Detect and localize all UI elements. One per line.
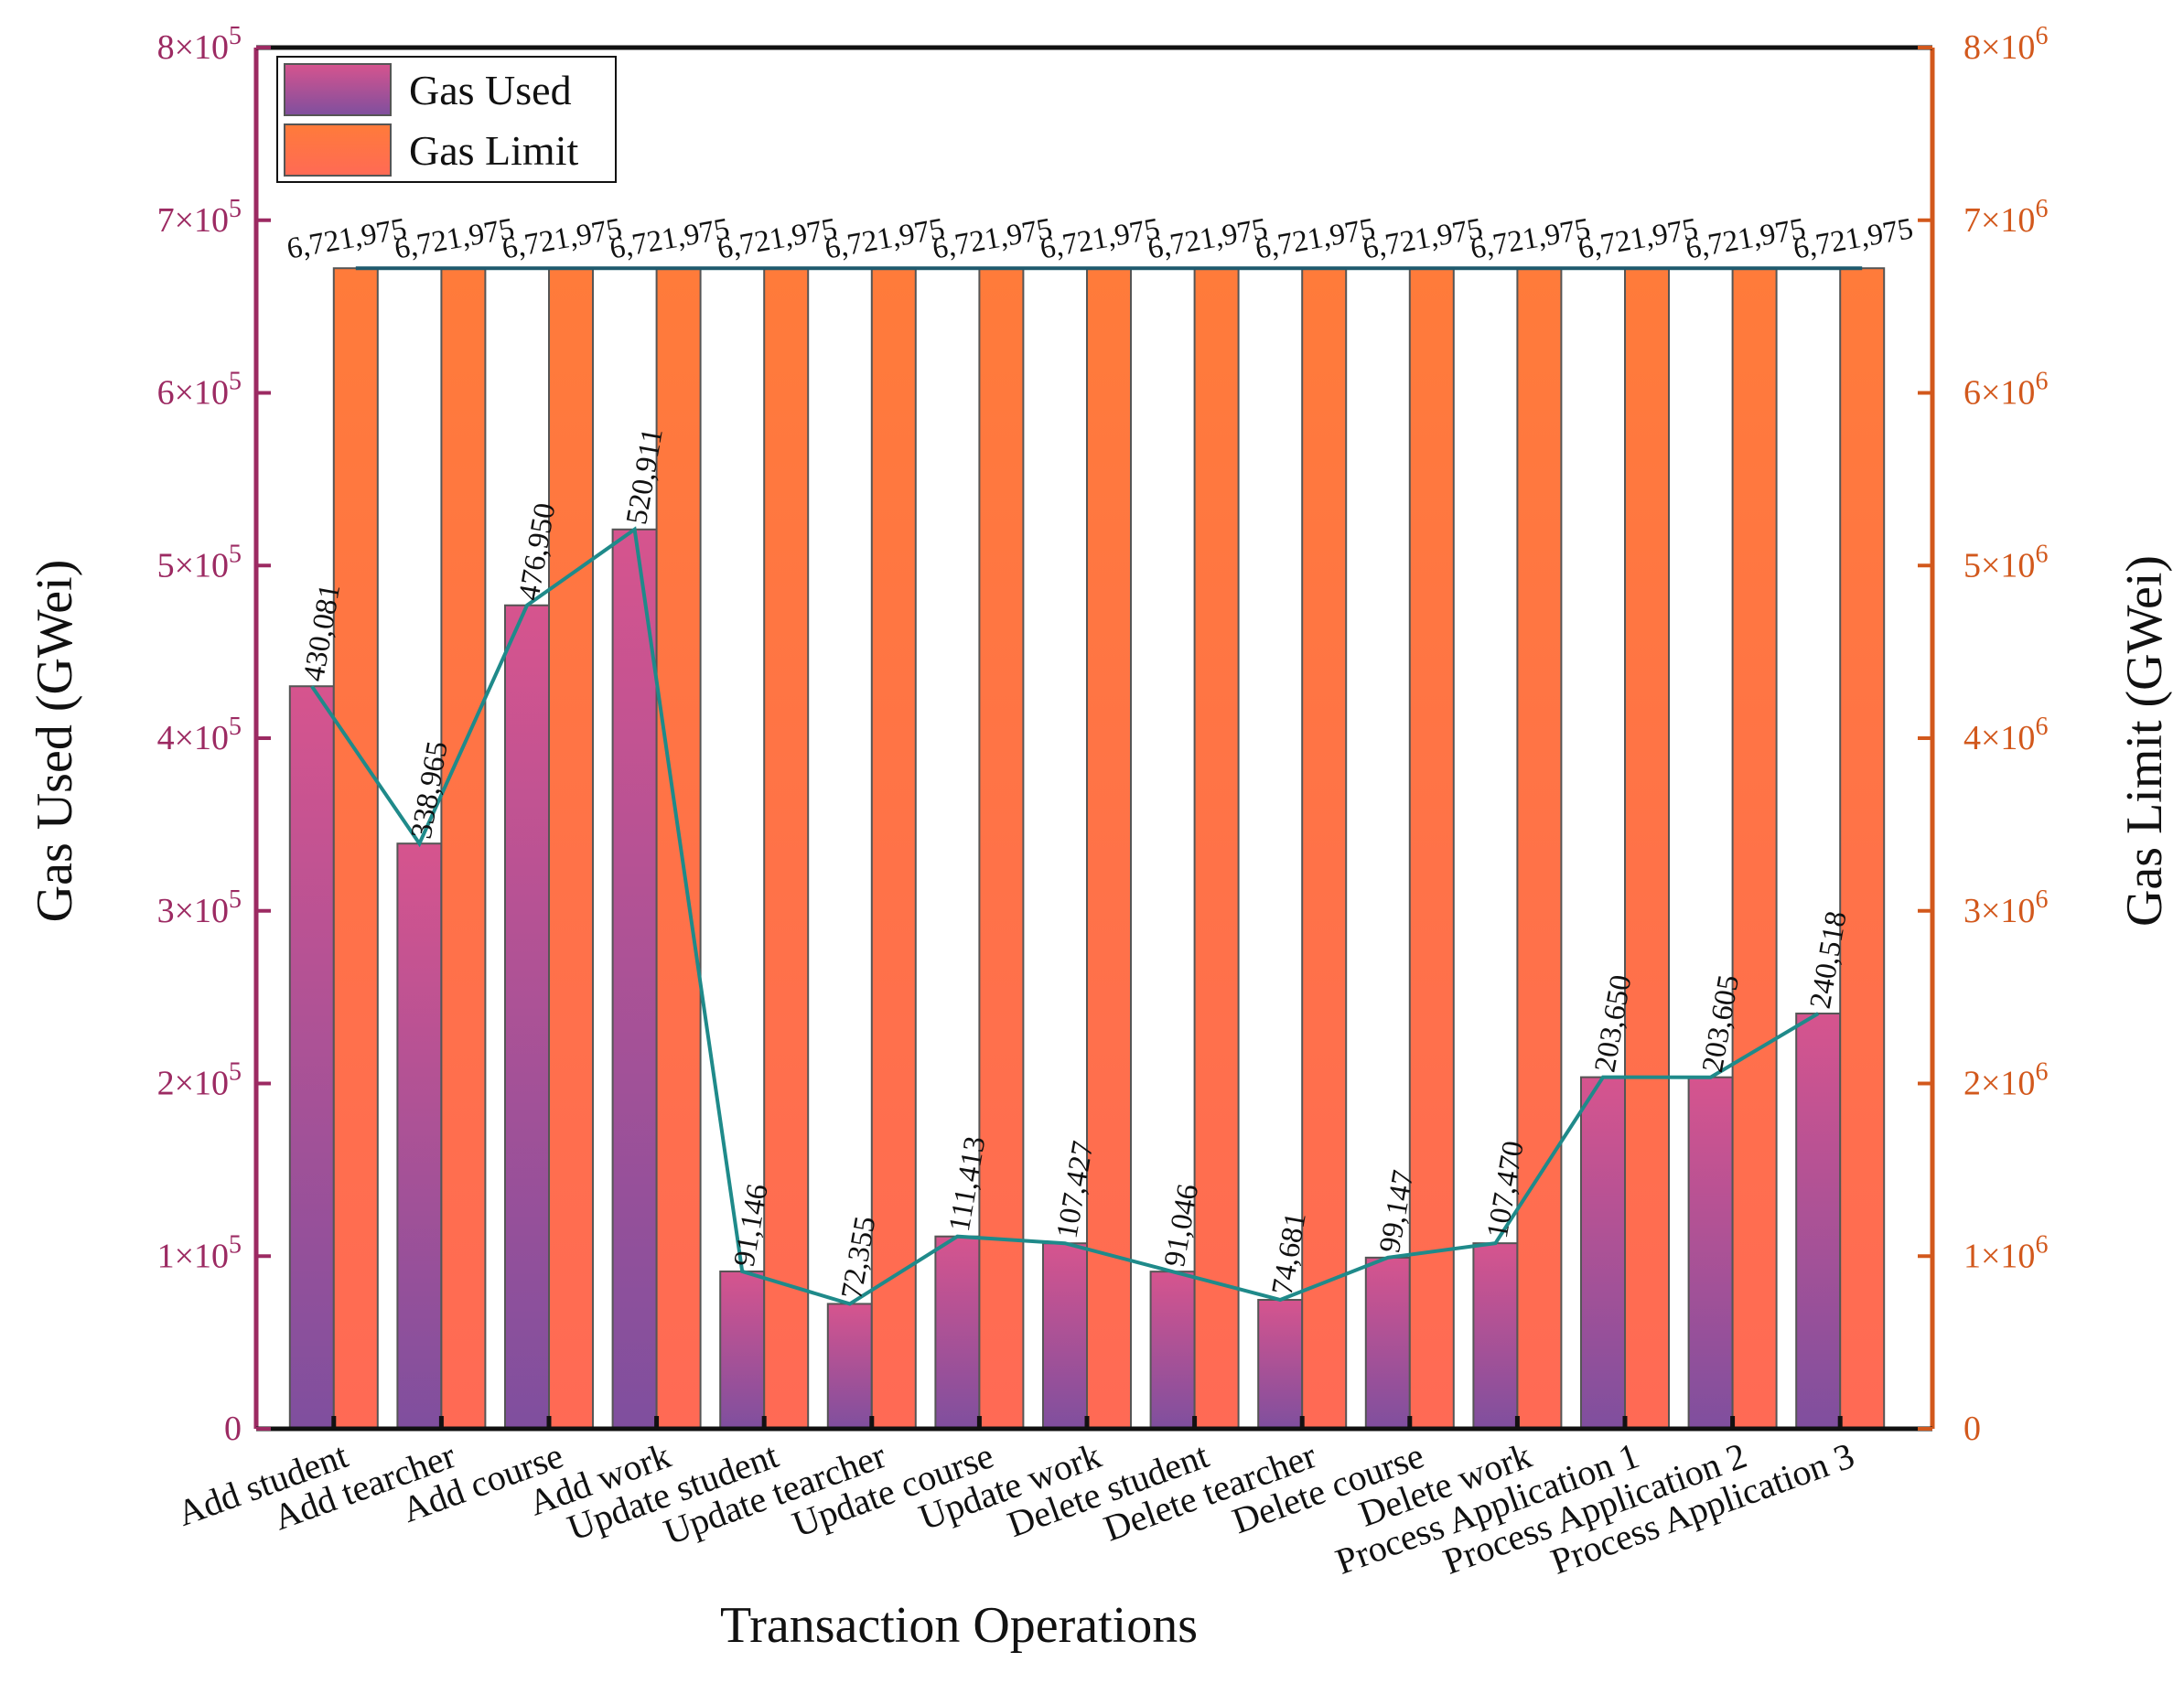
left-tick-label-1: 1×105 (157, 1230, 242, 1275)
bar-gas-used-7 (1042, 1242, 1088, 1431)
data-label-gas-limit-6: 6,721,975 (931, 212, 1055, 265)
bar-gas-limit-11 (1516, 267, 1563, 1431)
left-tick-label-4: 4×105 (157, 713, 242, 757)
left-tick-exponent-3: 5 (229, 885, 242, 914)
legend-swatch-gas-used (284, 63, 392, 116)
left-tick-label-6: 6×105 (157, 368, 242, 413)
bar-gas-used-10 (1364, 1256, 1411, 1430)
right-tick-label-3: 3×106 (1963, 885, 2048, 930)
right-axis-title: Gas Limit (GWei) (2116, 555, 2173, 927)
data-label-gas-limit-13: 6,721,975 (1684, 212, 1808, 265)
bar-gas-limit-5 (870, 267, 917, 1431)
data-label-gas-limit-14: 6,721,975 (1791, 212, 1915, 265)
trend-lines (310, 266, 1863, 1306)
right-axis-ticks: 0 1×106 2×106 3×106 4×106 5×106 6×106 7×106 8×10… (1918, 22, 2048, 1448)
data-label-gas-limit-2: 6,721,975 (500, 212, 624, 265)
data-label-gas-limit-5: 6,721,975 (823, 212, 947, 265)
bar-gas-used-4 (719, 1270, 766, 1430)
bar-gas-used-5 (826, 1303, 873, 1430)
right-tick-label-5: 5×106 (1963, 540, 2048, 585)
bar-gas-used-6 (934, 1235, 981, 1431)
bar-gas-used-3 (611, 528, 658, 1430)
bar-gas-limit-12 (1624, 267, 1670, 1431)
bar-gas-used-13 (1687, 1076, 1734, 1430)
left-axis-ticks: 0 1×105 2×105 3×105 4×105 5×105 6×105 7×105 8×10… (157, 22, 271, 1448)
left-tick-label-7: 7×105 (157, 195, 242, 240)
right-tick-label-0: 0 (1963, 1410, 1981, 1448)
bar-gas-used-0 (288, 685, 335, 1430)
left-tick-exponent-4: 5 (229, 713, 242, 741)
bar-gas-limit-10 (1408, 267, 1455, 1431)
data-label-gas-limit-1: 6,721,975 (393, 212, 517, 265)
data-label-gas-limit-7: 6,721,975 (1038, 212, 1162, 265)
right-tick-exponent-2: 6 (2035, 1058, 2048, 1087)
right-tick-exponent-3: 6 (2035, 885, 2048, 914)
left-tick-exponent-6: 5 (229, 368, 242, 396)
bar-gas-limit-3 (655, 267, 702, 1431)
bar-gas-used-2 (504, 604, 550, 1430)
left-tick-exponent-5: 5 (229, 540, 242, 568)
bar-gas-limit-2 (548, 267, 594, 1431)
bar-gas-limit-4 (763, 267, 810, 1431)
data-label-gas-limit-3: 6,721,975 (608, 212, 732, 265)
right-tick-exponent-8: 6 (2035, 22, 2048, 50)
legend: Gas Used Gas Limit (276, 56, 617, 183)
right-tick-label-7: 7×106 (1963, 195, 2048, 240)
bar-gas-used-1 (396, 842, 443, 1430)
right-tick-exponent-4: 6 (2035, 713, 2048, 741)
right-tick-label-2: 2×106 (1963, 1058, 2048, 1103)
bar-gas-used-9 (1257, 1299, 1304, 1431)
bar-gas-used-14 (1795, 1013, 1842, 1430)
left-tick-exponent-2: 5 (229, 1058, 242, 1087)
right-tick-exponent-5: 6 (2035, 540, 2048, 568)
data-label-gas-limit-8: 6,721,975 (1146, 212, 1270, 265)
bar-gas-limit-6 (978, 267, 1025, 1431)
bar-gas-limit-8 (1193, 267, 1240, 1431)
gas-limit-bars (332, 267, 1886, 1431)
left-tick-label-5: 5×105 (157, 540, 242, 585)
bar-gas-limit-14 (1839, 267, 1886, 1431)
left-tick-label-8: 8×105 (157, 22, 242, 67)
bar-gas-used-8 (1149, 1271, 1196, 1430)
right-tick-label-4: 4×106 (1963, 713, 2048, 757)
right-tick-label-8: 8×106 (1963, 22, 2048, 67)
right-tick-exponent-6: 6 (2035, 368, 2048, 396)
legend-swatch-gas-limit (284, 123, 392, 177)
bar-gas-used-11 (1472, 1242, 1519, 1431)
right-tick-exponent-1: 6 (2035, 1230, 2048, 1259)
trend-line-gas-used (310, 526, 1820, 1306)
left-tick-exponent-8: 5 (229, 22, 242, 50)
bar-gas-limit-1 (440, 267, 487, 1431)
right-tick-label-1: 1×106 (1963, 1230, 2048, 1275)
left-tick-label-0: 0 (224, 1410, 242, 1448)
data-label-gas-limit-0: 6,721,975 (285, 212, 409, 265)
legend-label-gas-limit: Gas Limit (409, 127, 578, 174)
left-tick-exponent-7: 5 (229, 195, 242, 223)
data-label-gas-limit-9: 6,721,975 (1253, 212, 1377, 265)
left-tick-label-3: 3×105 (157, 885, 242, 930)
right-tick-exponent-7: 6 (2035, 195, 2048, 223)
right-tick-label-6: 6×106 (1963, 368, 2048, 413)
data-label-gas-limit-12: 6,721,975 (1576, 212, 1700, 265)
left-axis-title: Gas Used (GWei) (27, 560, 83, 923)
bar-gas-limit-0 (332, 267, 379, 1431)
data-label-gas-limit-11: 6,721,975 (1469, 212, 1593, 265)
legend-label-gas-used: Gas Used (409, 67, 572, 113)
data-label-gas-limit-10: 6,721,975 (1361, 212, 1485, 265)
bar-gas-limit-9 (1301, 267, 1348, 1431)
bar-gas-limit-7 (1086, 267, 1132, 1431)
bar-gas-used-12 (1580, 1076, 1626, 1430)
x-axis-title: Transaction Operations (720, 1597, 1198, 1654)
bar-gas-limit-13 (1731, 267, 1778, 1431)
data-label-gas-limit-4: 6,721,975 (715, 212, 839, 265)
left-tick-exponent-1: 5 (229, 1230, 242, 1259)
left-tick-label-2: 2×105 (157, 1058, 242, 1103)
